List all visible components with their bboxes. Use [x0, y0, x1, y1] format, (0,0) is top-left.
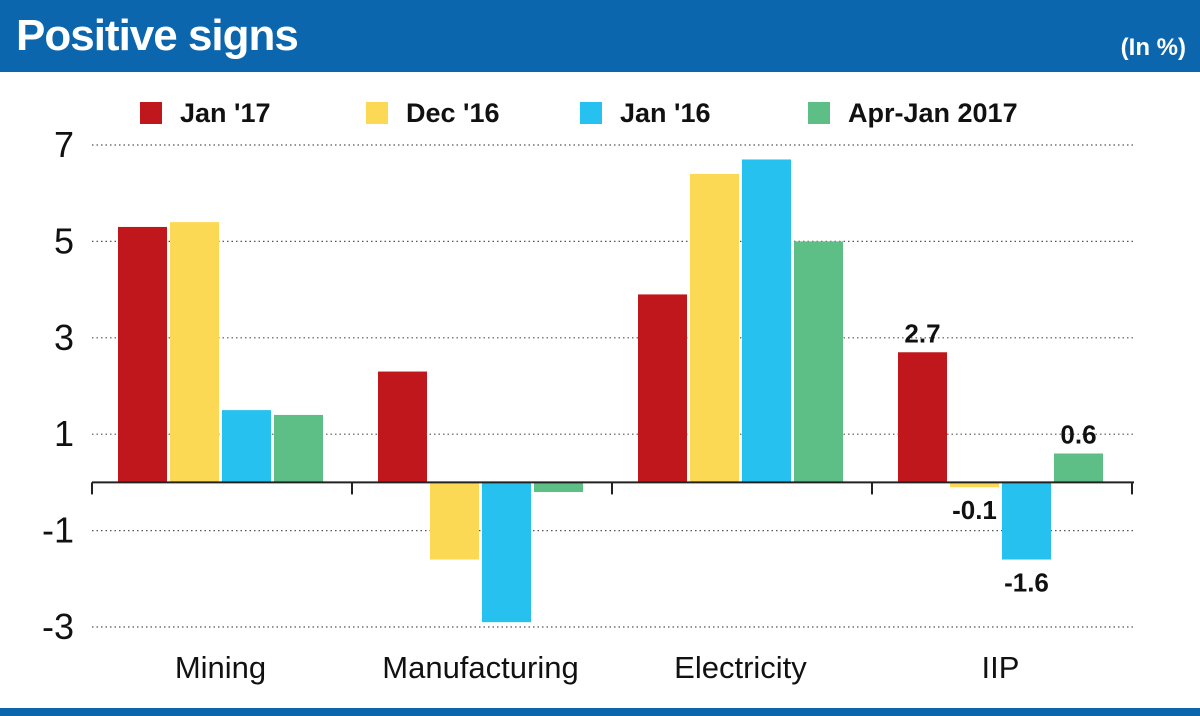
chart-header: Positive signs (In %) — [0, 0, 1200, 72]
bar — [742, 159, 791, 483]
x-category-label: IIP — [982, 650, 1020, 685]
y-tick-label: 3 — [54, 317, 74, 358]
legend-swatch — [366, 102, 388, 124]
data-label: -1.6 — [1004, 568, 1049, 598]
bar — [482, 482, 531, 623]
bar — [378, 371, 427, 483]
unit-label: (In %) — [1120, 34, 1186, 61]
y-tick-label: 7 — [54, 124, 74, 165]
y-tick-label: 1 — [54, 413, 74, 454]
footer-bar — [0, 708, 1200, 716]
bar — [170, 222, 219, 483]
bar — [638, 294, 687, 483]
bar — [222, 410, 271, 483]
legend-swatch — [580, 102, 602, 124]
bar — [1054, 453, 1103, 483]
legend-label: Apr-Jan 2017 — [848, 98, 1018, 128]
bar — [118, 226, 167, 483]
x-category-label: Electricity — [674, 650, 807, 685]
bar — [430, 482, 479, 560]
y-tick-label: 5 — [54, 220, 74, 261]
bar — [950, 482, 999, 488]
legend-swatch — [140, 102, 162, 124]
bar — [274, 414, 323, 483]
data-label: 2.7 — [904, 318, 940, 348]
legend-swatch — [808, 102, 830, 124]
y-tick-label: -1 — [42, 510, 74, 551]
legend-label: Dec '16 — [406, 98, 500, 128]
chart-title: Positive signs — [16, 11, 299, 60]
bar — [690, 173, 739, 483]
bar — [898, 352, 947, 483]
x-category-label: Mining — [175, 650, 266, 685]
x-category-label: Manufacturing — [382, 650, 578, 685]
bar — [794, 241, 843, 483]
data-label: 0.6 — [1060, 419, 1096, 449]
y-tick-label: -3 — [42, 606, 74, 647]
data-label: -0.1 — [952, 495, 997, 525]
bar — [534, 482, 583, 493]
bar — [1002, 482, 1051, 560]
legend-label: Jan '17 — [180, 98, 270, 128]
legend-label: Jan '16 — [620, 98, 710, 128]
